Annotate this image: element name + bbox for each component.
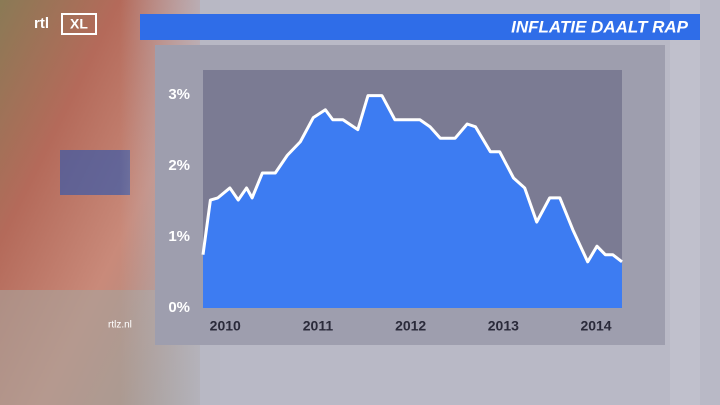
stripe bbox=[670, 0, 700, 405]
y-tick-label: 1% bbox=[168, 228, 190, 245]
area bbox=[203, 95, 622, 309]
logo-badge: XL bbox=[70, 16, 88, 32]
y-tick-label: 2% bbox=[168, 157, 190, 174]
y-tick-label: 0% bbox=[168, 299, 190, 316]
plot: 0% 1% 2% 3% 2010 2011 2012 2013 2014 bbox=[168, 86, 623, 334]
x-tick-label: 2011 bbox=[303, 318, 334, 334]
x-tick-label: 2013 bbox=[488, 318, 519, 334]
x-tick-label: 2010 bbox=[210, 318, 241, 334]
y-tick-label: 3% bbox=[168, 86, 190, 103]
logo-box bbox=[61, 13, 97, 35]
note-flag bbox=[60, 150, 130, 195]
chart-title: INFLATIE DAALT RAP bbox=[511, 17, 689, 36]
line bbox=[201, 94, 623, 264]
title-bar bbox=[140, 14, 700, 40]
logo-text: rtl bbox=[34, 15, 49, 32]
watermark: rtlz.nl bbox=[108, 320, 132, 331]
x-tick-label: 2014 bbox=[580, 318, 611, 334]
x-tick-label: 2012 bbox=[395, 318, 426, 334]
